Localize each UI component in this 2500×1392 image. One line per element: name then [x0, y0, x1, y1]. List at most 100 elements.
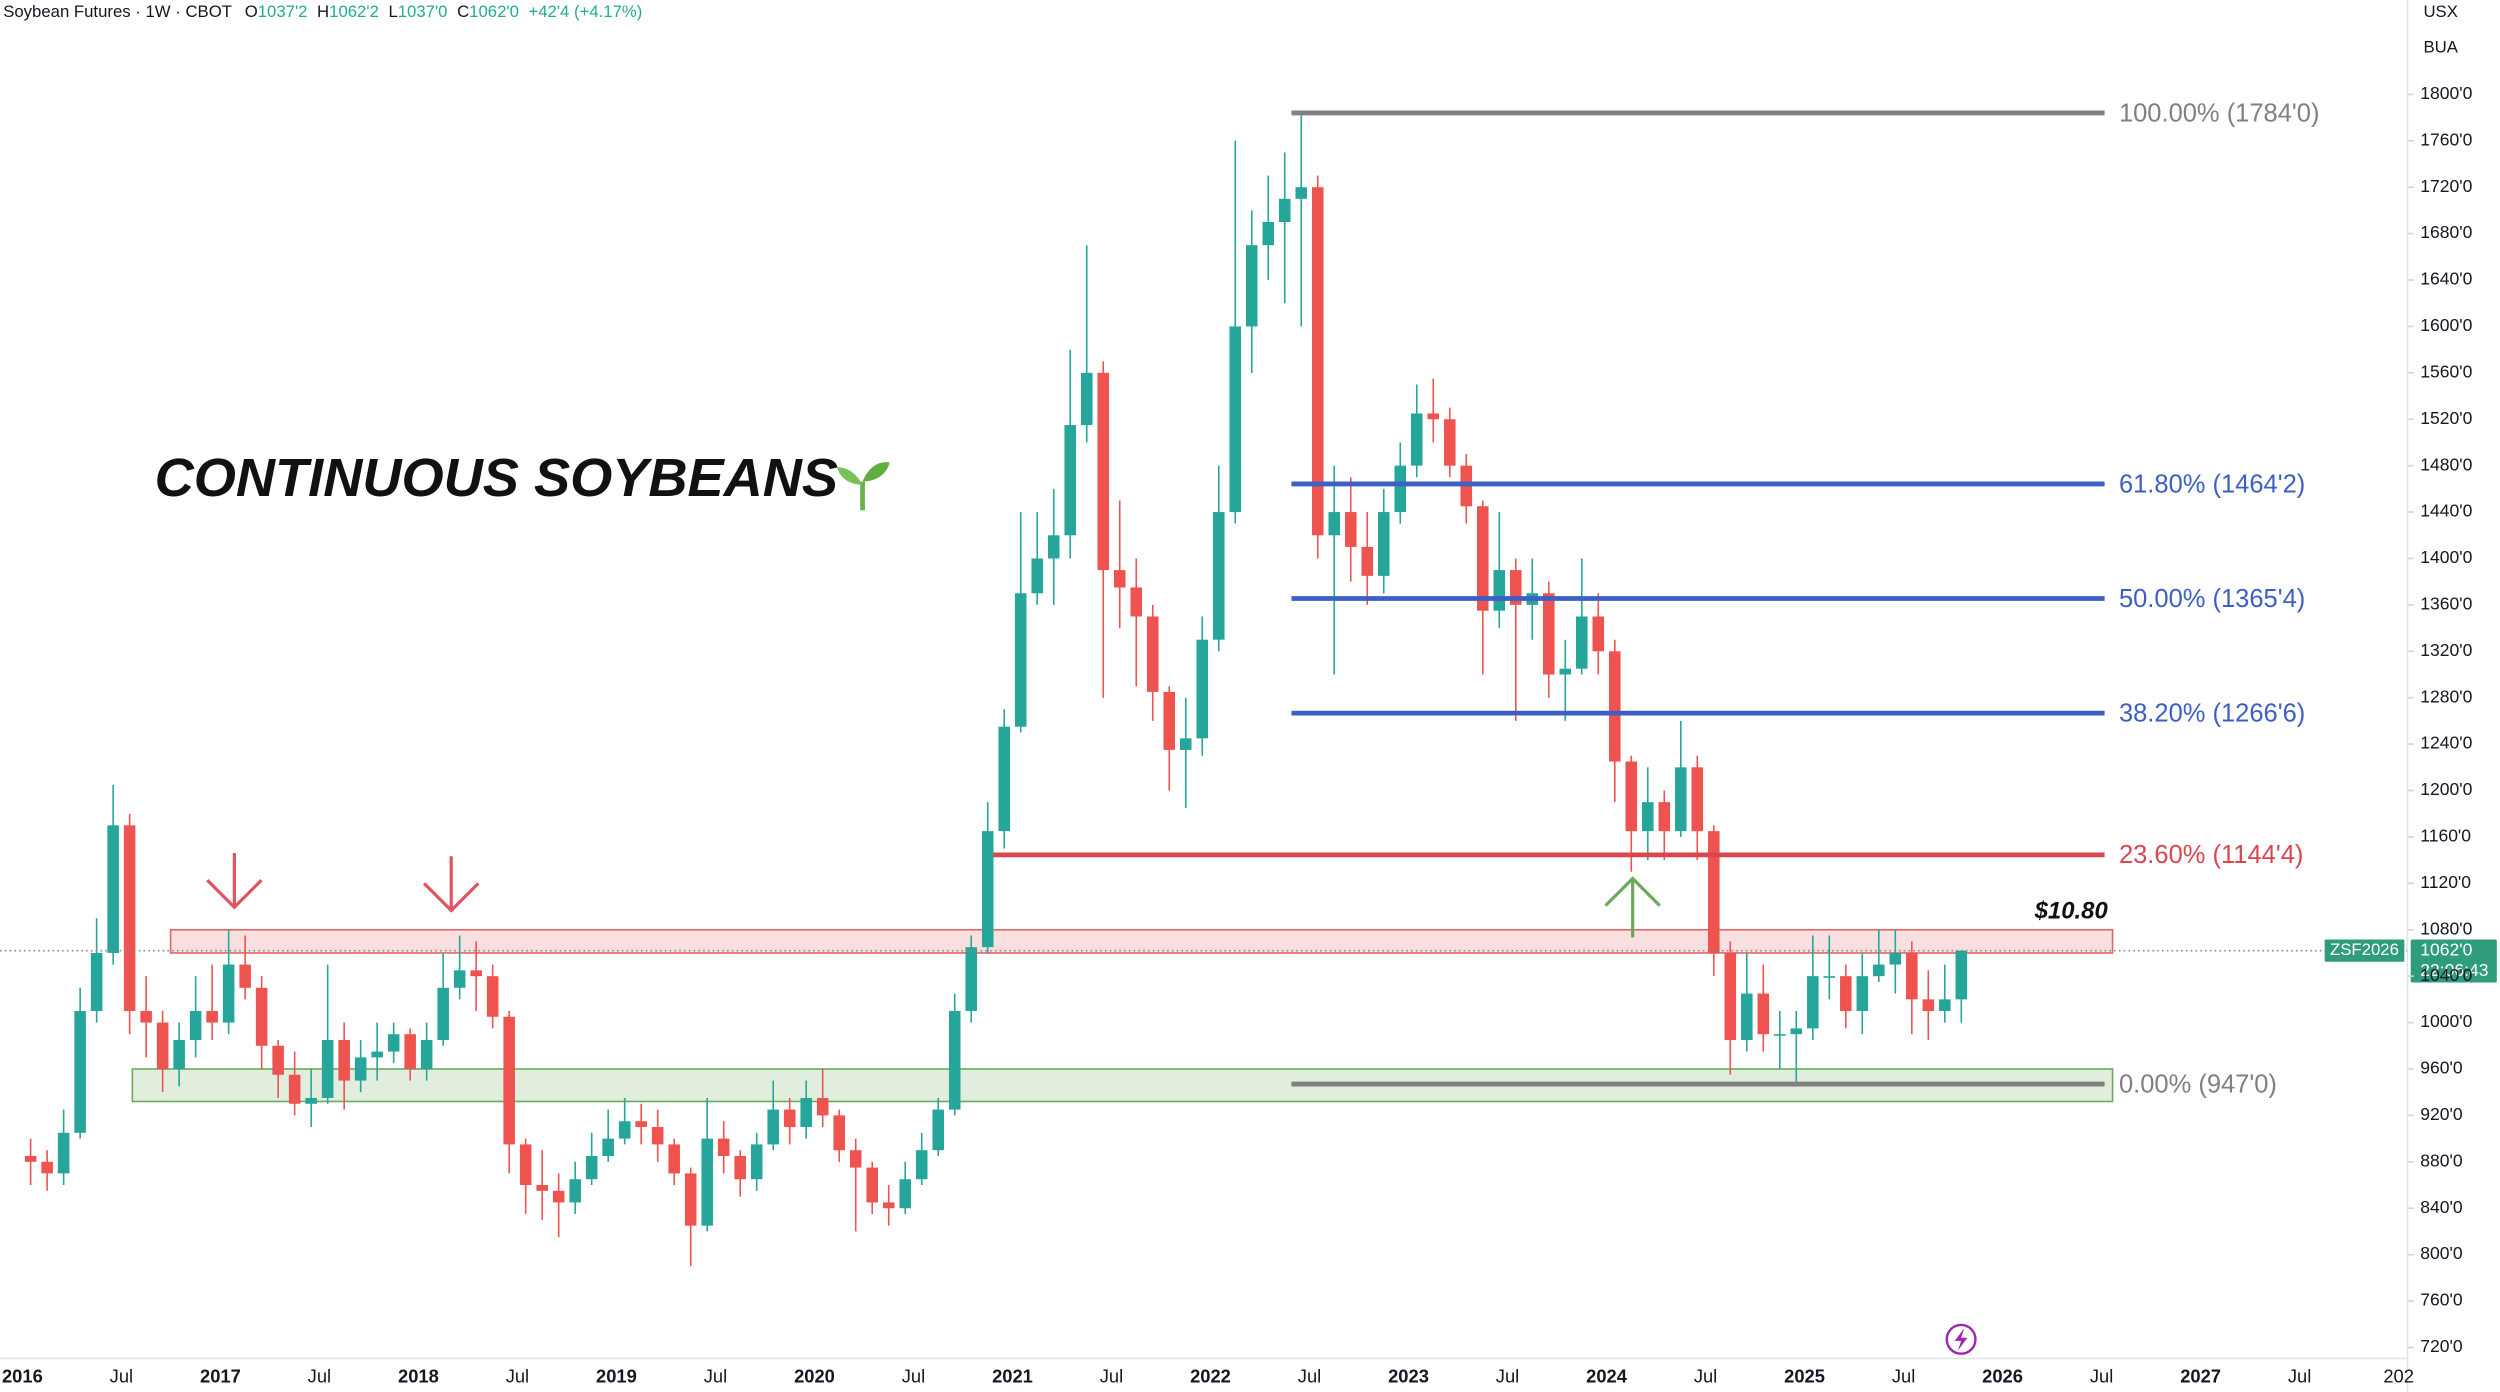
candle-body	[1823, 976, 1836, 978]
candle-body	[849, 1150, 862, 1168]
candle	[305, 1068, 317, 1127]
candle	[635, 1103, 647, 1145]
candle	[833, 1109, 845, 1162]
y-tick-label: 1040'0	[2420, 965, 2472, 985]
replay-icon[interactable]	[1945, 1323, 1977, 1355]
candle-body	[800, 1097, 812, 1127]
x-tick-label: Jul	[2288, 1365, 2311, 1386]
candle	[1410, 384, 1423, 478]
y-tick-label: 1520'0	[2420, 408, 2472, 428]
candle	[618, 1097, 631, 1145]
x-tick-label: 2018	[398, 1365, 439, 1386]
x-tick-label: Jul	[902, 1365, 925, 1386]
change: +42'4 (+4.17%)	[528, 2, 642, 21]
candle-body	[1361, 546, 1374, 576]
o-label: O	[245, 2, 258, 21]
candle	[1031, 512, 1044, 605]
candle-body	[668, 1144, 680, 1174]
y-tick-label: 1320'0	[2420, 640, 2472, 660]
candle-body	[1179, 738, 1192, 750]
x-tick-label: 2016	[2, 1365, 43, 1386]
x-tick-label: Jul	[1100, 1365, 1123, 1386]
price-tag	[2410, 939, 2497, 983]
candle	[1774, 1010, 1786, 1069]
x-tick-label: 2022	[1190, 1365, 1231, 1386]
candle-body	[503, 1016, 515, 1145]
x-tick-label: 2019	[596, 1365, 637, 1386]
candle	[1625, 755, 1638, 872]
candle-body	[288, 1074, 301, 1104]
candle	[206, 964, 218, 1040]
candle	[519, 1138, 532, 1215]
candle	[800, 1080, 812, 1139]
x-tick-label: 2017	[200, 1365, 241, 1386]
candle	[140, 976, 152, 1058]
candle	[41, 1150, 53, 1191]
candle-body	[338, 1039, 350, 1081]
candle	[404, 1028, 416, 1081]
arrow-head	[422, 882, 480, 913]
candle	[173, 1022, 185, 1087]
candle	[965, 935, 977, 1023]
x-tick-label: Jul	[1298, 1365, 1321, 1386]
candle-body	[915, 1150, 928, 1180]
candle	[1642, 767, 1654, 861]
candle	[1658, 790, 1671, 861]
candle-body	[1625, 761, 1638, 832]
candle	[321, 964, 334, 1104]
y-tick-label: 1120'0	[2420, 872, 2471, 892]
currency-unit[interactable]: USX	[2423, 2, 2457, 21]
candle	[1906, 941, 1918, 1035]
candle-body	[767, 1109, 779, 1145]
x-tick-label: Jul	[704, 1365, 727, 1386]
measure-unit[interactable]: BUA	[2423, 37, 2458, 56]
candle	[701, 1097, 713, 1232]
candle-body	[321, 1039, 334, 1098]
chart-title: CONTINUOUS SOYBEANS	[155, 448, 838, 508]
candle	[1889, 929, 1902, 994]
y-tick-label: 1640'0	[2420, 269, 2472, 289]
candle	[338, 1022, 350, 1110]
candle	[569, 1161, 581, 1215]
candle-body	[1410, 413, 1423, 466]
candle-body	[1031, 558, 1044, 594]
y-tick-label: 720'0	[2420, 1336, 2463, 1356]
candle-body	[1790, 1028, 1803, 1035]
candle	[1493, 512, 1506, 629]
fib-levels: 100.00% (1784'0) 61.80% (1464'2) 50.00% (1…	[993, 99, 2319, 1098]
y-tick-label: 1360'0	[2420, 594, 2472, 614]
candle-body	[1559, 668, 1572, 675]
candle	[1179, 697, 1192, 808]
candle-body	[206, 1010, 218, 1023]
candle-body	[107, 825, 119, 953]
x-tick-label: 2021	[992, 1365, 1033, 1386]
candle-body	[1064, 425, 1077, 536]
zone-label: $10.80	[2034, 898, 2109, 925]
candle-body	[833, 1115, 845, 1151]
candle-body	[437, 987, 449, 1040]
candle-body	[783, 1109, 796, 1127]
candle-body	[536, 1185, 548, 1191]
candle-body	[701, 1138, 713, 1226]
candle-body	[1163, 691, 1176, 750]
candle-body	[651, 1126, 664, 1145]
candle-body	[948, 1010, 961, 1110]
candle	[1741, 952, 1753, 1052]
candle-body	[1196, 639, 1209, 739]
candle	[156, 1010, 169, 1093]
candle-body	[1691, 767, 1704, 832]
candle-body	[1939, 999, 1951, 1011]
candle	[536, 1150, 548, 1220]
candle	[1856, 952, 1869, 1035]
y-tick-label: 1080'0	[2420, 918, 2472, 938]
candle-body	[569, 1179, 581, 1203]
candle-body	[1328, 512, 1341, 536]
candle-body	[1097, 372, 1110, 571]
y-tick-label: 1240'0	[2420, 733, 2472, 753]
candle-body	[882, 1202, 895, 1209]
candle-body	[552, 1190, 565, 1203]
h-value: 1062'2	[329, 2, 379, 21]
arrow-head	[1604, 876, 1661, 907]
candle	[1790, 1010, 1803, 1085]
fib-label: 50.00% (1365'4)	[2119, 585, 2305, 613]
